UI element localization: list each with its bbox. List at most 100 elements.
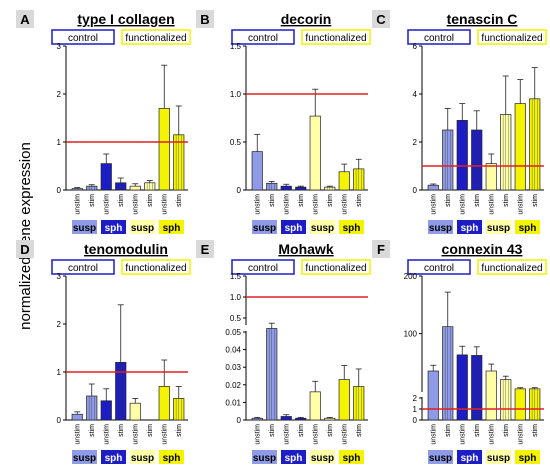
- bar-label: stim: [474, 424, 481, 437]
- group-label-box: [310, 450, 335, 464]
- group-label: sph: [343, 223, 361, 234]
- bar-label: stim: [474, 194, 481, 207]
- group-label-box: [130, 220, 155, 234]
- group-label-box: [339, 220, 364, 234]
- y-tick-label: 0.5: [230, 138, 242, 147]
- bar: [71, 413, 83, 421]
- legend-control-label: control: [248, 263, 278, 274]
- group-label: sph: [461, 223, 479, 234]
- bar-label: stim: [118, 424, 125, 437]
- group-label: susp: [253, 453, 276, 464]
- y-tick-label: 100: [404, 330, 418, 339]
- bar: [129, 185, 141, 191]
- y-tick-label: 3: [57, 272, 62, 281]
- panel-letter: B: [200, 12, 209, 27]
- legend-functionalized-box: [121, 259, 191, 275]
- panel-letter-box: [196, 10, 214, 28]
- group-label: susp: [429, 223, 452, 234]
- bar: [427, 370, 439, 421]
- bar-label: unstim: [459, 194, 466, 215]
- legend-control-label: control: [68, 263, 98, 274]
- legend-control-box: [51, 259, 115, 275]
- bar: [338, 379, 350, 421]
- group-label: sph: [163, 453, 181, 464]
- group-label-box: [159, 220, 184, 234]
- bar-label: stim: [269, 194, 276, 207]
- legend-functionalized-box: [301, 259, 371, 275]
- bar: [514, 103, 526, 191]
- legend-functionalized-label: functionalized: [305, 33, 366, 44]
- group-label: sph: [105, 453, 123, 464]
- bar-label: unstim: [430, 194, 437, 215]
- legend-control-label: control: [424, 33, 454, 44]
- group-label-box: [310, 220, 335, 234]
- y-tick-label: 0.02: [225, 381, 241, 390]
- legend-control-label: control: [424, 263, 454, 274]
- group-label: susp: [487, 223, 510, 234]
- group-label: sph: [343, 453, 361, 464]
- group-label-box: [101, 220, 126, 234]
- group-label-box: [281, 220, 306, 234]
- group-label-box: [101, 450, 126, 464]
- bar: [456, 354, 468, 421]
- bar-label: unstim: [161, 424, 168, 445]
- legend-functionalized-label: functionalized: [481, 263, 542, 274]
- bar-label: stim: [532, 424, 539, 437]
- bar-label: unstim: [103, 194, 110, 215]
- y-tick-label: 1: [57, 138, 62, 147]
- bar-label: stim: [445, 194, 452, 207]
- y-tick-label: 1.5: [230, 42, 242, 51]
- bar-label: stim: [147, 194, 154, 207]
- y-tick-label: 0: [237, 416, 242, 425]
- bar: [158, 108, 170, 191]
- axis-break: [242, 325, 250, 331]
- bar: [295, 417, 307, 421]
- group-label-box: [159, 450, 184, 464]
- y-tick-label: 2: [57, 320, 62, 329]
- bar: [129, 402, 141, 421]
- bar: [158, 386, 170, 421]
- group-label: susp: [429, 453, 452, 464]
- panel-letter-box: [372, 240, 390, 258]
- y-tick-label: 2: [413, 138, 418, 147]
- legend-functionalized-label: functionalized: [125, 263, 186, 274]
- bar-label: stim: [532, 194, 539, 207]
- bar: [324, 417, 336, 421]
- y-tick-label: 4: [413, 90, 418, 99]
- panel-title: decorin: [281, 11, 332, 27]
- legend-control-box: [231, 259, 295, 275]
- group-label-box: [130, 450, 155, 464]
- y-tick-label: 0: [57, 416, 62, 425]
- bar-label: stim: [503, 424, 510, 437]
- group-label: susp: [311, 223, 334, 234]
- bar-label: unstim: [74, 194, 81, 215]
- bar-label: unstim: [254, 194, 261, 215]
- group-label: susp: [73, 223, 96, 234]
- group-label-box: [72, 220, 97, 234]
- bar-label: unstim: [517, 194, 524, 215]
- bar-label: unstim: [488, 424, 495, 445]
- group-label: sph: [105, 223, 123, 234]
- bar: [71, 188, 83, 191]
- y-tick-label: 3: [57, 42, 62, 51]
- legend-control-label: control: [68, 33, 98, 44]
- group-label: sph: [163, 223, 181, 234]
- legend-control-box: [51, 29, 115, 45]
- bar: [338, 171, 350, 191]
- bar-label: unstim: [132, 424, 139, 445]
- y-tick-label: 0.01: [225, 398, 241, 407]
- bar: [280, 185, 292, 191]
- panel-letter: C: [376, 12, 386, 27]
- group-label-box: [486, 450, 511, 464]
- legend-functionalized-label: functionalized: [125, 33, 186, 44]
- group-label-box: [457, 450, 482, 464]
- panel-title: tenascin C: [447, 11, 518, 27]
- y-tick-label: 0: [413, 186, 418, 195]
- y-tick-label: 0.03: [225, 363, 241, 372]
